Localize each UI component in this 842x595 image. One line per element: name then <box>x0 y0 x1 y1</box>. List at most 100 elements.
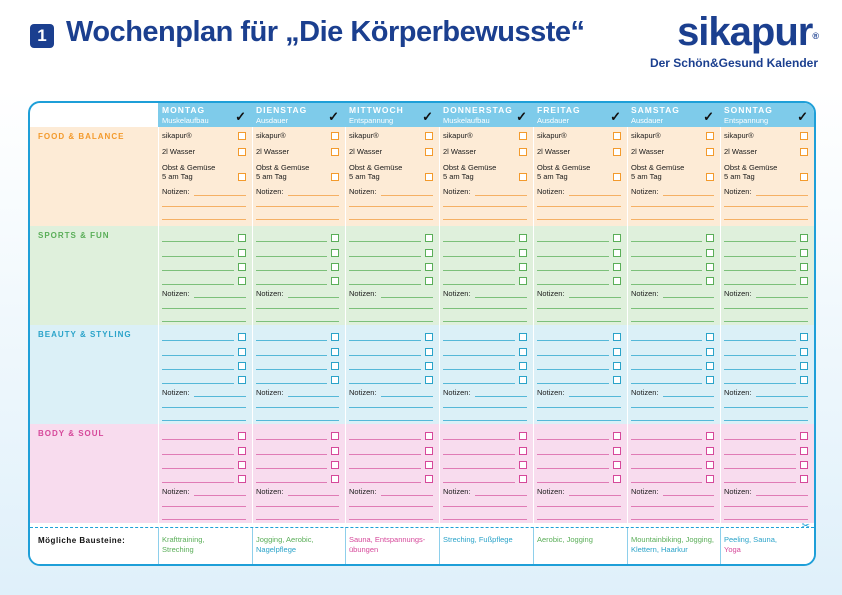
notes-line[interactable] <box>569 396 621 397</box>
notes-line[interactable] <box>443 206 527 207</box>
task-line[interactable] <box>537 369 609 370</box>
task-line[interactable] <box>349 482 421 483</box>
food-checkbox[interactable] <box>706 173 714 181</box>
notes-line[interactable] <box>537 206 621 207</box>
notes-line[interactable] <box>162 206 246 207</box>
task-line[interactable] <box>631 256 702 257</box>
day-check-icon[interactable]: ✓ <box>235 109 246 124</box>
task-checkbox[interactable] <box>519 447 527 455</box>
notes-line[interactable] <box>381 495 433 496</box>
task-checkbox[interactable] <box>238 249 246 257</box>
task-checkbox[interactable] <box>519 277 527 285</box>
task-line[interactable] <box>724 355 796 356</box>
task-line[interactable] <box>724 468 796 469</box>
food-checkbox[interactable] <box>519 173 527 181</box>
task-checkbox[interactable] <box>425 333 433 341</box>
task-checkbox[interactable] <box>238 263 246 271</box>
task-line[interactable] <box>631 355 702 356</box>
notes-line[interactable] <box>256 321 339 322</box>
task-line[interactable] <box>162 454 234 455</box>
notes-line[interactable] <box>724 506 808 507</box>
food-checkbox[interactable] <box>425 132 433 140</box>
task-checkbox[interactable] <box>706 432 714 440</box>
task-checkbox[interactable] <box>800 333 808 341</box>
task-checkbox[interactable] <box>800 461 808 469</box>
day-check-icon[interactable]: ✓ <box>422 109 433 124</box>
task-checkbox[interactable] <box>238 277 246 285</box>
task-line[interactable] <box>162 369 234 370</box>
task-checkbox[interactable] <box>800 475 808 483</box>
notes-line[interactable] <box>569 495 621 496</box>
task-line[interactable] <box>349 241 421 242</box>
notes-line[interactable] <box>349 308 433 309</box>
notes-line[interactable] <box>256 407 339 408</box>
notes-line[interactable] <box>194 396 246 397</box>
notes-line[interactable] <box>349 506 433 507</box>
task-checkbox[interactable] <box>425 461 433 469</box>
task-checkbox[interactable] <box>238 461 246 469</box>
task-line[interactable] <box>724 284 796 285</box>
task-line[interactable] <box>443 482 515 483</box>
task-line[interactable] <box>537 454 609 455</box>
task-checkbox[interactable] <box>238 475 246 483</box>
notes-line[interactable] <box>349 519 433 520</box>
notes-line[interactable] <box>475 195 527 196</box>
notes-line[interactable] <box>631 206 714 207</box>
task-checkbox[interactable] <box>613 362 621 370</box>
task-line[interactable] <box>256 241 327 242</box>
task-checkbox[interactable] <box>519 249 527 257</box>
notes-line[interactable] <box>256 420 339 421</box>
task-line[interactable] <box>537 439 609 440</box>
task-line[interactable] <box>724 454 796 455</box>
task-checkbox[interactable] <box>706 234 714 242</box>
task-line[interactable] <box>349 383 421 384</box>
food-checkbox[interactable] <box>331 132 339 140</box>
task-line[interactable] <box>349 256 421 257</box>
task-line[interactable] <box>537 482 609 483</box>
task-line[interactable] <box>349 270 421 271</box>
task-checkbox[interactable] <box>238 432 246 440</box>
notes-line[interactable] <box>475 495 527 496</box>
task-line[interactable] <box>162 270 234 271</box>
food-checkbox[interactable] <box>613 132 621 140</box>
food-checkbox[interactable] <box>238 148 246 156</box>
task-checkbox[interactable] <box>519 475 527 483</box>
notes-line[interactable] <box>194 495 246 496</box>
notes-line[interactable] <box>381 396 433 397</box>
task-line[interactable] <box>349 369 421 370</box>
task-checkbox[interactable] <box>331 348 339 356</box>
notes-line[interactable] <box>756 495 808 496</box>
notes-line[interactable] <box>443 506 527 507</box>
notes-line[interactable] <box>475 396 527 397</box>
notes-line[interactable] <box>663 297 714 298</box>
task-checkbox[interactable] <box>800 263 808 271</box>
food-checkbox[interactable] <box>613 173 621 181</box>
task-line[interactable] <box>256 383 327 384</box>
task-line[interactable] <box>256 439 327 440</box>
notes-line[interactable] <box>631 219 714 220</box>
task-checkbox[interactable] <box>706 249 714 257</box>
notes-line[interactable] <box>349 420 433 421</box>
task-checkbox[interactable] <box>706 447 714 455</box>
task-line[interactable] <box>537 340 609 341</box>
task-checkbox[interactable] <box>519 263 527 271</box>
food-checkbox[interactable] <box>425 148 433 156</box>
task-checkbox[interactable] <box>706 263 714 271</box>
task-checkbox[interactable] <box>519 348 527 356</box>
day-check-icon[interactable]: ✓ <box>610 109 621 124</box>
task-checkbox[interactable] <box>706 376 714 384</box>
task-line[interactable] <box>162 482 234 483</box>
notes-line[interactable] <box>162 506 246 507</box>
task-checkbox[interactable] <box>800 249 808 257</box>
task-checkbox[interactable] <box>331 376 339 384</box>
task-checkbox[interactable] <box>331 475 339 483</box>
notes-line[interactable] <box>288 495 339 496</box>
day-check-icon[interactable]: ✓ <box>328 109 339 124</box>
task-line[interactable] <box>349 454 421 455</box>
task-line[interactable] <box>443 355 515 356</box>
notes-line[interactable] <box>194 297 246 298</box>
notes-line[interactable] <box>569 297 621 298</box>
notes-line[interactable] <box>756 396 808 397</box>
notes-line[interactable] <box>475 297 527 298</box>
task-line[interactable] <box>162 284 234 285</box>
